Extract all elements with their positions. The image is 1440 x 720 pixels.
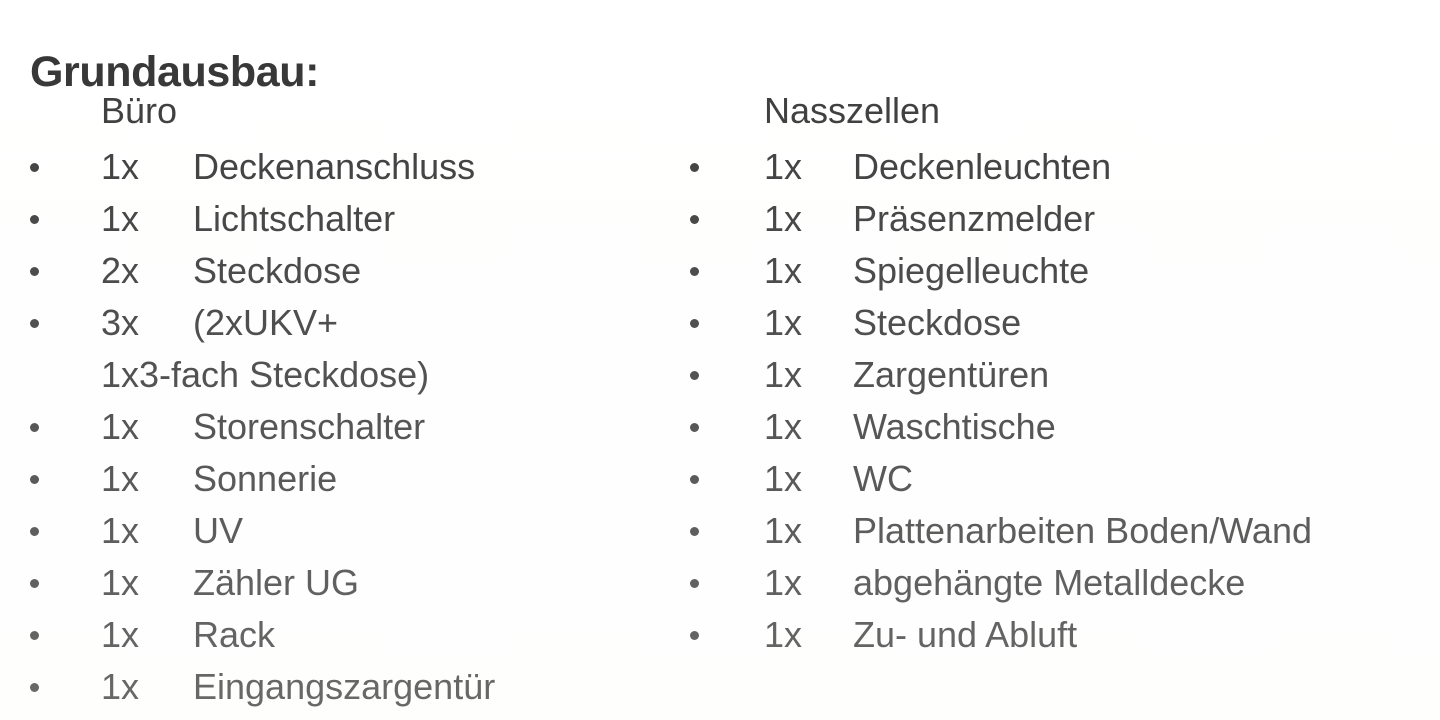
item-label: Eingangszargentür [193, 666, 496, 707]
item-label: UV [193, 510, 244, 551]
item-label: Storenschalter [193, 406, 426, 447]
list-item: 1x Deckenleuchten [660, 141, 1440, 193]
list-item: 1x abgehängte Metalldecke [660, 557, 1440, 609]
list-item: 1x Lichtschalter [0, 193, 700, 245]
list-item: 1x Spiegelleuchte [660, 245, 1440, 297]
item-label: Plattenarbeiten Boden/Wand [853, 510, 1312, 551]
column-heading-nasszellen: Nasszellen [764, 90, 941, 131]
item-label: Deckenanschluss [193, 146, 476, 187]
page-title: Grundausbau: [30, 47, 320, 96]
item-quantity: 1x [101, 666, 140, 707]
item-quantity: 1x [764, 250, 803, 291]
bullet-icon [30, 579, 39, 588]
item-quantity: 2x [101, 250, 140, 291]
bullet-icon [690, 371, 699, 380]
list-item: 3x (2xUKV+ [0, 297, 700, 349]
item-label: Deckenleuchten [853, 146, 1112, 187]
bullet-icon [690, 215, 699, 224]
bullet-icon [690, 631, 699, 640]
bullet-icon [690, 579, 699, 588]
item-quantity: 1x [764, 614, 803, 655]
bullet-icon [30, 319, 39, 328]
item-label: Spiegelleuchte [853, 250, 1090, 291]
item-quantity: 1x [764, 146, 803, 187]
bullet-icon [30, 527, 39, 536]
item-label: abgehängte Metalldecke [853, 562, 1246, 603]
bullet-icon [690, 163, 699, 172]
list-item: 1x Deckenanschluss [0, 141, 700, 193]
item-label: 1x3-fach Steckdose) [101, 354, 430, 395]
item-label: Lichtschalter [193, 198, 396, 239]
item-quantity: 1x [101, 406, 140, 447]
item-quantity: 1x [101, 510, 140, 551]
bullet-icon [690, 423, 699, 432]
list-item: 1x3-fach Steckdose) [0, 349, 700, 401]
bullet-icon [30, 163, 39, 172]
list-item: 1x Sonnerie [0, 453, 700, 505]
item-label: Zargentüren [853, 354, 1050, 395]
item-label: Sonnerie [193, 458, 338, 499]
list-item: 1x Plattenarbeiten Boden/Wand [660, 505, 1440, 557]
bullet-icon [30, 683, 39, 692]
list-item: 2x Steckdose [0, 245, 700, 297]
list-item: 1x Waschtische [660, 401, 1440, 453]
item-quantity: 1x [764, 198, 803, 239]
item-quantity: 1x [101, 614, 140, 655]
item-quantity: 1x [764, 406, 803, 447]
item-label: WC [853, 458, 913, 499]
item-label: Steckdose [853, 302, 1022, 343]
bullet-icon [30, 475, 39, 484]
list-item: 1x Zu- und Abluft [660, 609, 1440, 661]
list-item: 1x Eingangszargentür [0, 661, 700, 713]
bullet-icon [30, 631, 39, 640]
bullet-icon [30, 267, 39, 276]
bullet-icon [30, 423, 39, 432]
list-item: 1x Präsenzmelder [660, 193, 1440, 245]
item-label: Zähler UG [193, 562, 360, 603]
list-item: 1x Rack [0, 609, 700, 661]
item-label: Waschtische [853, 406, 1056, 447]
bullet-icon [690, 319, 699, 328]
bullet-icon [690, 267, 699, 276]
list-item: 1x UV [0, 505, 700, 557]
item-quantity: 1x [101, 562, 140, 603]
list-item: 1x Steckdose [660, 297, 1440, 349]
bullet-icon [30, 215, 39, 224]
item-label: Steckdose [193, 250, 362, 291]
item-quantity: 1x [764, 302, 803, 343]
item-quantity: 1x [101, 146, 140, 187]
item-quantity: 3x [101, 302, 140, 343]
list-item: 1x Storenschalter [0, 401, 700, 453]
item-quantity: 1x [764, 510, 803, 551]
list-item: 1x Zähler UG [0, 557, 700, 609]
item-quantity: 1x [764, 562, 803, 603]
item-label: Zu- und Abluft [853, 614, 1078, 655]
item-label: Präsenzmelder [853, 198, 1096, 239]
item-quantity: 1x [101, 458, 140, 499]
list-item: 1x Zargentüren [660, 349, 1440, 401]
item-quantity: 1x [764, 354, 803, 395]
item-quantity: 1x [764, 458, 803, 499]
item-label: Rack [193, 614, 276, 655]
list-item: 1x WC [660, 453, 1440, 505]
item-quantity: 1x [101, 198, 140, 239]
bullet-icon [690, 527, 699, 536]
column-heading-buero: Büro [101, 90, 178, 131]
item-label: (2xUKV+ [193, 302, 339, 343]
bullet-icon [690, 475, 699, 484]
